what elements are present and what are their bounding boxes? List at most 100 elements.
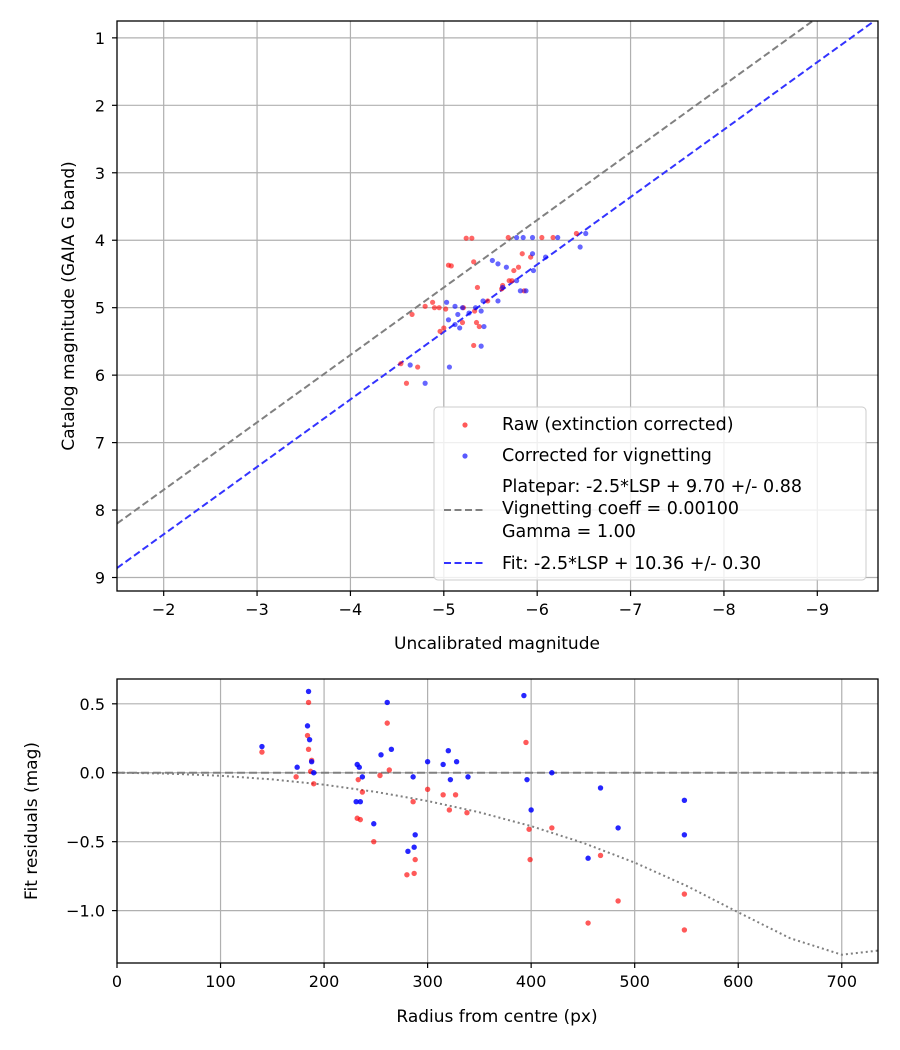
- raw-residual-point: [549, 825, 555, 831]
- raw-data-point: [476, 323, 482, 330]
- raw-residual-point: [411, 870, 417, 877]
- bottom-x-ticks: 0 100 200 300 400 500 600 700: [112, 963, 857, 991]
- legend-box: [433, 406, 867, 581]
- platepar-line: [116, 20, 814, 525]
- corrected-data-point: [542, 254, 549, 260]
- raw-residual-point: [597, 852, 604, 859]
- corrected-residual-point: [681, 832, 688, 838]
- corrected-residual-point: [294, 764, 300, 770]
- raw-residual-point: [355, 776, 361, 783]
- corrected-residual-point: [378, 752, 384, 758]
- raw-data-point: [459, 319, 466, 326]
- top-x-ticks: −2 −3 −4 −5 −6 −7 −8 −9: [152, 591, 829, 619]
- corrected-data-point: [520, 234, 526, 241]
- corrected-residual-point: [440, 761, 446, 768]
- corrected-residual-point: [356, 764, 362, 770]
- top-y-tick-label: 1: [95, 29, 105, 48]
- raw-residual-point: [386, 767, 393, 773]
- corrected-residual-point: [388, 746, 395, 753]
- corrected-data-point: [452, 303, 458, 309]
- legend-label-raw: Raw (extinction corrected): [502, 415, 734, 435]
- bottom-y-tick-label: −0.5: [66, 833, 105, 852]
- raw-data-point: [474, 284, 481, 291]
- corrected-data-point: [455, 311, 461, 318]
- top-x-tick-label: −5: [432, 600, 456, 619]
- residuals-plot: 0 100 200 300 400 500 600 700 0.5 0.0 −0.5 −1.0 Ra…: [22, 678, 879, 1027]
- top-y-tick-label: 8: [95, 501, 105, 520]
- corrected-data-point: [529, 234, 536, 241]
- corrected-data-point: [478, 343, 484, 349]
- raw-data-point: [441, 325, 447, 331]
- bottom-y-tick-label: 0.0: [80, 764, 105, 783]
- legend-label-fit: Fit: -2.5*LSP + 10.36 +/- 0.30: [502, 554, 761, 574]
- legend-label-corrected: Corrected for vignetting: [502, 446, 712, 466]
- raw-residual-point: [359, 789, 366, 795]
- corrected-data-point: [523, 288, 529, 294]
- raw-residual-point: [377, 772, 383, 779]
- corrected-data-point: [444, 299, 450, 305]
- corrected-residual-point: [311, 770, 317, 776]
- corrected-data-point: [555, 234, 561, 241]
- corrected-residual-point: [405, 848, 411, 855]
- top-data-points: [398, 230, 589, 386]
- corrected-data-point: [472, 305, 479, 311]
- corrected-data-point: [517, 288, 523, 294]
- raw-data-point: [403, 380, 410, 386]
- raw-residual-point: [440, 792, 446, 798]
- raw-data-point: [443, 306, 449, 312]
- corrected-data-point: [422, 380, 428, 386]
- corrected-residual-point: [465, 774, 471, 780]
- legend-label-platepar-1: Platepar: -2.5*LSP + 9.70 +/- 0.88: [502, 477, 802, 497]
- raw-data-point: [473, 319, 480, 326]
- raw-residual-point: [404, 872, 410, 878]
- raw-data-point: [511, 267, 517, 274]
- raw-data-point: [431, 305, 438, 311]
- raw-residual-point: [681, 891, 688, 897]
- corrected-data-point: [478, 308, 484, 314]
- corrected-data-point: [452, 321, 458, 328]
- raw-data-point: [430, 299, 436, 305]
- corrected-data-point: [445, 317, 452, 323]
- legend-label-platepar-3: Gamma = 1.00: [502, 522, 636, 542]
- raw-residual-point: [304, 732, 311, 739]
- bottom-x-tick-label: 400: [516, 972, 547, 991]
- top-x-tick-label: −4: [339, 600, 363, 619]
- fit-line: [116, 20, 875, 569]
- raw-data-point: [519, 251, 525, 257]
- corrected-data-point: [466, 310, 472, 316]
- top-y-ticks: 1 2 3 4 5 6 7 8 9: [95, 29, 117, 588]
- corrected-residual-point: [447, 776, 454, 783]
- bottom-axes-frame: [116, 678, 879, 964]
- corrected-residual-point: [521, 692, 527, 699]
- corrected-data-point: [514, 278, 520, 284]
- corrected-residual-point: [305, 688, 312, 695]
- bottom-x-tick-label: 100: [205, 972, 236, 991]
- corrected-residual-point: [597, 785, 604, 791]
- raw-residual-point: [681, 927, 688, 933]
- corrected-data-point: [500, 284, 506, 291]
- corrected-residual-point: [524, 776, 530, 783]
- raw-residual-point: [311, 781, 317, 787]
- corrected-residual-point: [308, 759, 315, 765]
- top-x-tick-label: −9: [806, 600, 830, 619]
- bottom-data-points: [259, 688, 688, 933]
- raw-residual-point: [615, 898, 621, 904]
- bottom-x-tick-label: 700: [826, 972, 857, 991]
- raw-data-point: [469, 235, 475, 241]
- raw-data-point: [448, 263, 454, 269]
- corrected-residual-point: [424, 759, 431, 765]
- corrected-residual-point: [306, 736, 313, 743]
- corrected-data-point: [577, 244, 583, 250]
- raw-data-point: [436, 305, 442, 311]
- top-x-tick-label: −8: [712, 600, 736, 619]
- raw-residual-point: [293, 774, 299, 780]
- top-y-tick-label: 9: [95, 569, 105, 588]
- corrected-residual-point: [259, 743, 265, 750]
- top-y-tick-label: 4: [95, 231, 105, 250]
- raw-data-point: [515, 264, 522, 270]
- corrected-residual-point: [371, 821, 377, 827]
- top-fit-lines: [116, 20, 875, 569]
- calibration-plot: −2 −3 −4 −5 −6 −7 −8 −9 1 2 3 4 5 6 7 8 9 Uncalibrated …: [59, 20, 879, 654]
- raw-residual-point: [384, 720, 390, 726]
